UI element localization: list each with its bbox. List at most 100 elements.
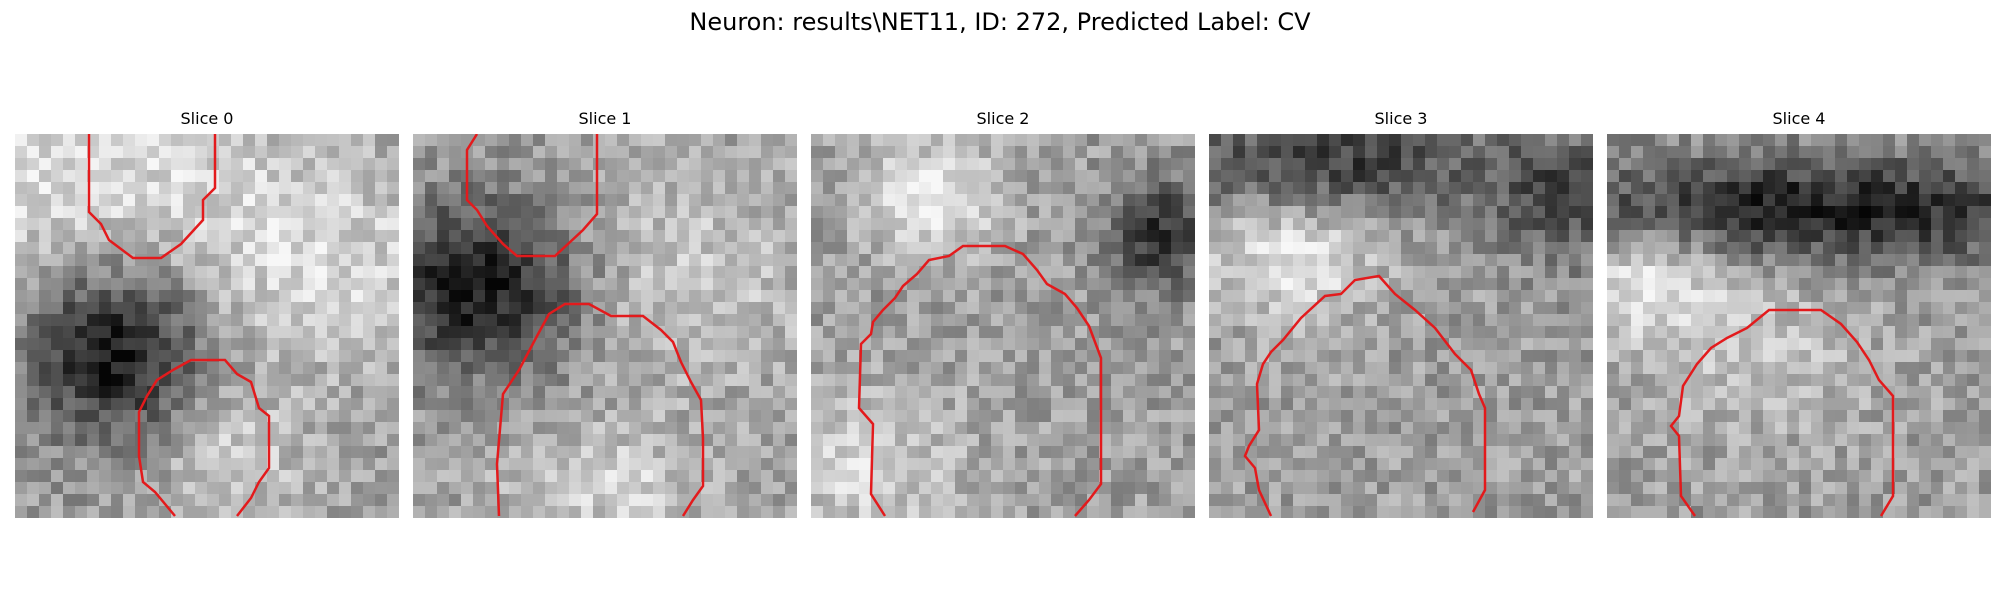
pixel — [1209, 182, 1221, 194]
pixel — [653, 266, 665, 278]
pixel — [569, 290, 581, 302]
pixel — [123, 290, 135, 302]
pixel — [1485, 278, 1497, 290]
pixel — [473, 374, 485, 386]
pixel — [991, 482, 1003, 494]
pixel — [1835, 386, 1847, 398]
pixel — [387, 266, 399, 278]
pixel — [1581, 134, 1593, 146]
pixel — [1183, 506, 1195, 518]
pixel — [1967, 194, 1979, 206]
pixel — [1341, 362, 1353, 374]
pixel — [243, 434, 255, 446]
pixel — [1727, 182, 1739, 194]
pixel — [1907, 422, 1919, 434]
pixel — [1979, 338, 1991, 350]
pixel — [171, 218, 183, 230]
pixel — [1631, 206, 1643, 218]
pixel — [847, 494, 859, 506]
pixel — [1787, 434, 1799, 446]
pixel — [1365, 434, 1377, 446]
pixel — [1655, 314, 1667, 326]
pixel — [437, 422, 449, 434]
pixel — [1919, 134, 1931, 146]
pixel — [871, 290, 883, 302]
pixel — [811, 278, 823, 290]
pixel — [1401, 158, 1413, 170]
pixel — [835, 326, 847, 338]
pixel — [1425, 374, 1437, 386]
pixel — [665, 482, 677, 494]
pixel — [339, 206, 351, 218]
pixel — [1389, 206, 1401, 218]
pixel — [557, 398, 569, 410]
pixel — [1209, 302, 1221, 314]
pixel — [641, 302, 653, 314]
pixel — [339, 362, 351, 374]
pixel — [1159, 434, 1171, 446]
pixel — [1341, 290, 1353, 302]
pixel — [255, 338, 267, 350]
pixel — [1485, 218, 1497, 230]
pixel — [1619, 266, 1631, 278]
pixel — [437, 254, 449, 266]
pixel — [1305, 458, 1317, 470]
pixel — [1437, 290, 1449, 302]
pixel — [75, 446, 87, 458]
pixel — [1027, 290, 1039, 302]
pixel — [1341, 194, 1353, 206]
pixel — [1183, 446, 1195, 458]
pixel — [1979, 314, 1991, 326]
pixel — [291, 170, 303, 182]
pixel — [883, 338, 895, 350]
pixel — [605, 398, 617, 410]
pixel — [593, 134, 605, 146]
pixel — [437, 338, 449, 350]
pixel — [1847, 206, 1859, 218]
pixel — [761, 242, 773, 254]
pixel — [303, 266, 315, 278]
pixel — [425, 314, 437, 326]
pixel — [593, 482, 605, 494]
pixel — [1799, 458, 1811, 470]
pixel — [907, 506, 919, 518]
pixel — [979, 158, 991, 170]
pixel — [1739, 194, 1751, 206]
pixel — [569, 494, 581, 506]
pixel — [1087, 458, 1099, 470]
pixel — [581, 290, 593, 302]
pixel — [533, 146, 545, 158]
pixel — [363, 230, 375, 242]
pixel — [701, 230, 713, 242]
pixel — [1835, 290, 1847, 302]
pixel — [147, 338, 159, 350]
pixel — [123, 146, 135, 158]
pixel — [1485, 398, 1497, 410]
pixel — [835, 338, 847, 350]
pixel — [1739, 218, 1751, 230]
pixel — [1111, 278, 1123, 290]
pixel — [75, 362, 87, 374]
pixel — [1281, 470, 1293, 482]
pixel — [1063, 302, 1075, 314]
pixel — [1147, 230, 1159, 242]
pixel — [1401, 374, 1413, 386]
pixel — [1521, 314, 1533, 326]
pixel — [1135, 170, 1147, 182]
pixel — [1967, 254, 1979, 266]
pixel — [63, 278, 75, 290]
pixel — [617, 158, 629, 170]
pixel — [569, 458, 581, 470]
pixel — [653, 482, 665, 494]
pixel — [1979, 134, 1991, 146]
pixel — [1039, 314, 1051, 326]
pixel — [1667, 266, 1679, 278]
pixel — [859, 218, 871, 230]
pixel — [521, 278, 533, 290]
pixel — [967, 506, 979, 518]
pixel — [1245, 470, 1257, 482]
pixel — [425, 266, 437, 278]
pixel — [1269, 254, 1281, 266]
pixel — [387, 506, 399, 518]
pixel — [1099, 494, 1111, 506]
